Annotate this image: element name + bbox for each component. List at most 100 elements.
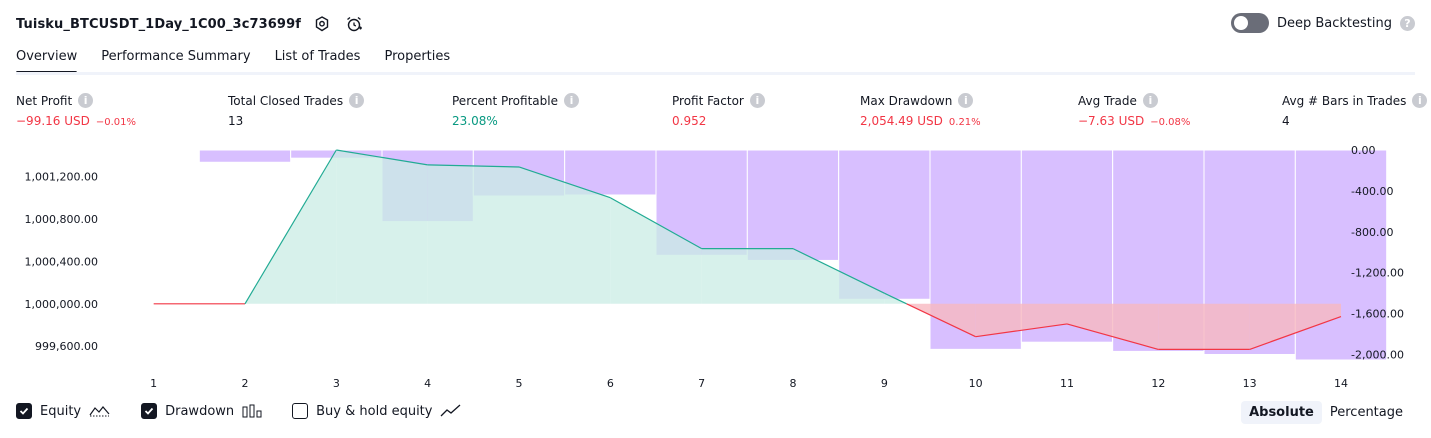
metric-avg-bars: Avg # Bars in Trades i 4 <box>1282 93 1428 128</box>
x-axis-tick: 9 <box>881 377 888 390</box>
x-axis-tick: 11 <box>1060 377 1074 390</box>
metric-percent: −0.01% <box>95 117 137 128</box>
equity-line-segment <box>244 149 337 305</box>
equity-area-profit <box>336 150 428 304</box>
metric-label: Max Drawdown <box>860 93 953 108</box>
equity-line-segment <box>518 166 611 199</box>
metric-total-closed-trades: Total Closed Trades i 13 <box>228 93 365 128</box>
right-axis-tick: -400.00 <box>1351 185 1393 198</box>
equity-line-segment <box>1249 315 1342 350</box>
metric-percent: 0.21% <box>948 117 981 128</box>
checkbox-checked[interactable] <box>141 403 158 419</box>
metric-label: Avg Trade <box>1078 93 1137 108</box>
equity-area-loss <box>1067 303 1159 350</box>
x-axis-tick: 12 <box>1151 377 1165 390</box>
equity-label: Equity <box>40 403 82 419</box>
equity-line-segment <box>906 303 976 338</box>
info-icon[interactable]: i <box>349 93 365 108</box>
equity-area-loss <box>975 303 1067 337</box>
tab-properties[interactable]: Properties <box>384 49 451 64</box>
equity-area-profit <box>610 197 702 304</box>
tab-performance-summary[interactable]: Performance Summary <box>101 49 251 64</box>
info-icon[interactable]: i <box>78 93 94 108</box>
strategy-header: Tuisku_BTCUSDT_1Day_1C00_3c73699f <box>16 12 365 36</box>
metric-net-profit: Net Profit i −99.16 USD −0.01% <box>16 93 136 128</box>
left-axis-tick: 1,000,000.00 <box>25 298 98 311</box>
equity-area-profit <box>427 164 519 304</box>
x-axis-tick: 1 <box>150 377 157 390</box>
x-axis-tick: 13 <box>1243 377 1257 390</box>
strategy-title: Tuisku_BTCUSDT_1Day_1C00_3c73699f <box>16 16 301 32</box>
metric-value: −99.16 USD <box>16 114 90 128</box>
left-axis-tick: 1,000,800.00 <box>25 213 98 226</box>
deep-backtesting-label: Deep Backtesting <box>1276 15 1392 31</box>
buy-hold-icon <box>441 404 461 417</box>
left-axis-tick: 999,600.00 <box>35 340 98 353</box>
absolute-button[interactable]: Absolute <box>1241 401 1322 424</box>
equity-line-segment <box>975 323 1068 338</box>
metric-percent: −0.08% <box>1150 117 1191 128</box>
equity-area-profit <box>519 166 611 304</box>
add-alert-icon[interactable] <box>343 13 365 35</box>
drawdown-icon <box>242 404 262 418</box>
equity-area-loss <box>1158 303 1250 350</box>
drawdown-bar <box>746 149 840 261</box>
equity-line-segment <box>336 149 428 166</box>
x-axis-tick: 4 <box>424 377 431 390</box>
info-icon[interactable]: i <box>563 93 579 108</box>
x-axis-tick: 7 <box>698 377 705 390</box>
info-icon[interactable]: i <box>1142 93 1158 108</box>
equity-drawdown-chart: 1,001,200.00 1,000,800.00 1,000,400.00 1,00… <box>25 144 1404 390</box>
metric-label: Avg # Bars in Trades <box>1282 93 1407 108</box>
metric-avg-trade: Avg Trade i −7.63 USD −0.08% <box>1078 93 1190 128</box>
equity-checkbox[interactable]: Equity <box>16 403 111 419</box>
equity-line-segment <box>1066 323 1159 350</box>
right-axis-tick: -1,600.00 <box>1351 308 1404 321</box>
equity-area-profit <box>701 248 793 304</box>
x-axis-tick: 3 <box>333 377 340 390</box>
x-axis-tick: 5 <box>516 377 523 390</box>
equity-area-profit <box>793 248 885 304</box>
metric-label: Profit Factor <box>672 93 744 108</box>
x-axis-tick: 8 <box>790 377 797 390</box>
drawdown-bar <box>107 149 200 152</box>
x-axis-tick: 14 <box>1334 377 1348 390</box>
checkbox-unchecked[interactable] <box>292 403 309 419</box>
equity-line-segment <box>427 164 520 168</box>
checkbox-checked[interactable] <box>16 403 32 419</box>
metric-value: 23.08% <box>452 114 498 128</box>
equity-icon <box>89 406 110 417</box>
equity-line-segment <box>792 248 885 294</box>
info-icon[interactable]: i <box>958 93 974 108</box>
metric-value: 4 <box>1282 114 1290 128</box>
metric-label: Net Profit <box>16 93 73 108</box>
help-icon[interactable]: ? <box>1400 15 1415 31</box>
deep-backtesting-toggle[interactable] <box>1230 13 1269 33</box>
metric-value: 0.952 <box>672 114 707 128</box>
left-axis-tick: 1,001,200.00 <box>25 171 98 184</box>
metric-label: Percent Profitable <box>452 93 558 108</box>
metric-profit-factor: Profit Factor i 0.952 <box>672 93 765 128</box>
percentage-button[interactable]: Percentage <box>1329 405 1403 420</box>
x-axis-tick: 2 <box>242 377 249 390</box>
info-icon[interactable]: i <box>1412 93 1428 108</box>
equity-area-loss <box>1249 303 1341 350</box>
toggle-knob <box>1233 16 1248 30</box>
drawdown-bar <box>838 149 931 300</box>
drawdown-label: Drawdown <box>165 403 235 419</box>
metric-percent-profitable: Percent Profitable i 23.08% <box>452 93 579 128</box>
metric-label: Total Closed Trades <box>228 93 344 108</box>
drawdown-bar <box>198 149 292 163</box>
tab-list-of-trades[interactable]: List of Trades <box>274 49 361 64</box>
buy-hold-label: Buy & hold equity <box>316 403 433 419</box>
buy-hold-checkbox[interactable]: Buy & hold equity <box>292 403 462 419</box>
x-axis-tick: 10 <box>969 377 983 390</box>
drawdown-checkbox[interactable]: Drawdown <box>141 403 262 419</box>
right-axis-tick: 0.00 <box>1351 144 1376 157</box>
value-mode-switch: Absolute Percentage <box>1241 401 1411 424</box>
x-axis-tick: 6 <box>607 377 614 390</box>
right-axis-tick: -2,000.00 <box>1351 348 1404 361</box>
left-axis-tick: 1,000,400.00 <box>25 255 98 268</box>
info-icon[interactable]: i <box>749 93 765 108</box>
settings-icon[interactable] <box>311 13 333 35</box>
